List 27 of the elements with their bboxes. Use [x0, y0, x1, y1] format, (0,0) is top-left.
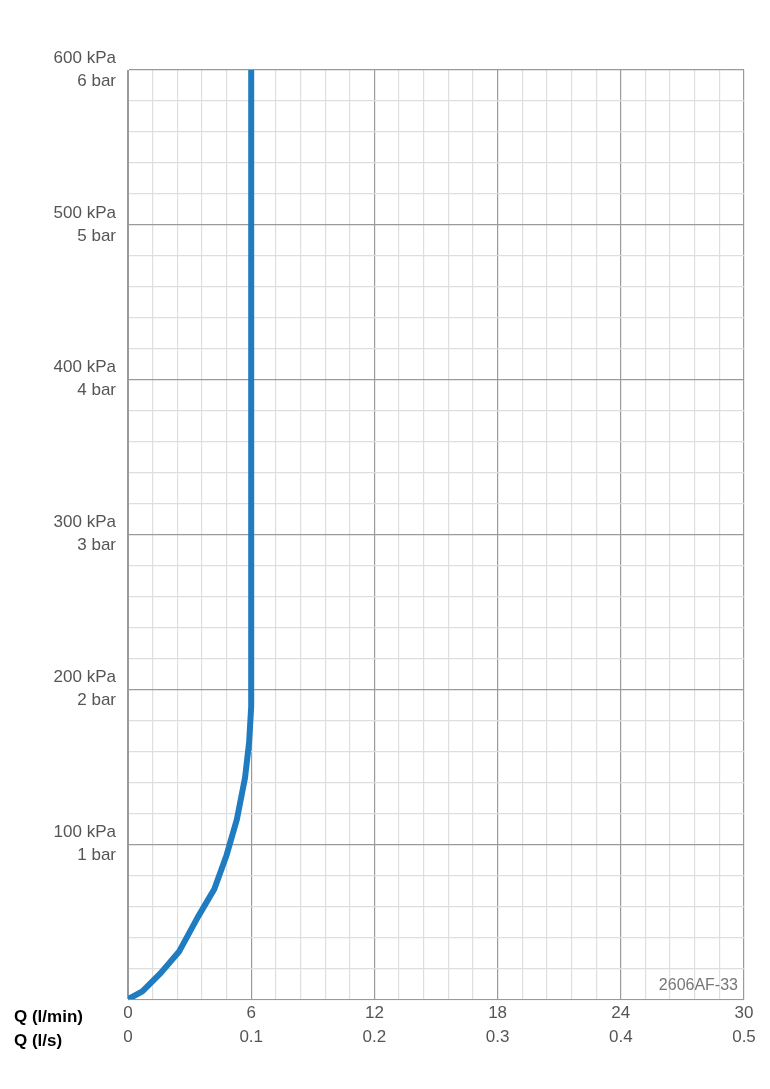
y-tick-label: 500 kPa [53, 202, 117, 222]
x-tick-label: 12 [364, 1003, 384, 1023]
x2-tick-label: 0 [123, 1027, 133, 1047]
x-axis-title: Q (l/min) [14, 1006, 83, 1026]
x-tick-label: 30 [734, 1003, 754, 1023]
x-tick-label: 18 [488, 1003, 508, 1023]
x2-axis-title: Q (l/s) [14, 1031, 63, 1051]
annotation: 2606AF-33 [658, 975, 739, 993]
x2-tick-label: 0.3 [485, 1027, 510, 1047]
x-tick-label: 0 [123, 1003, 133, 1023]
y2-tick-label: 3 bar [77, 535, 117, 555]
x-tick-label: 24 [611, 1003, 631, 1023]
y2-tick-label: 2 bar [77, 690, 117, 710]
y2-tick-label: 6 bar [77, 70, 117, 90]
y2-tick-label: 1 bar [77, 845, 117, 865]
x2-tick-label: 0.1 [239, 1027, 264, 1047]
x2-tick-label: 0.5 [732, 1027, 756, 1047]
y-tick-label: 300 kPa [53, 512, 117, 532]
x-tick-label: 6 [246, 1003, 256, 1023]
y-tick-label: 200 kPa [53, 667, 117, 687]
x2-tick-label: 0.4 [608, 1027, 633, 1047]
y2-tick-label: 4 bar [77, 380, 117, 400]
y-tick-label: 100 kPa [53, 822, 117, 842]
y-tick-label: 400 kPa [53, 357, 117, 377]
x2-tick-label: 0.2 [362, 1027, 387, 1047]
y2-tick-label: 5 bar [77, 225, 117, 245]
y-tick-label: 600 kPa [53, 47, 117, 67]
